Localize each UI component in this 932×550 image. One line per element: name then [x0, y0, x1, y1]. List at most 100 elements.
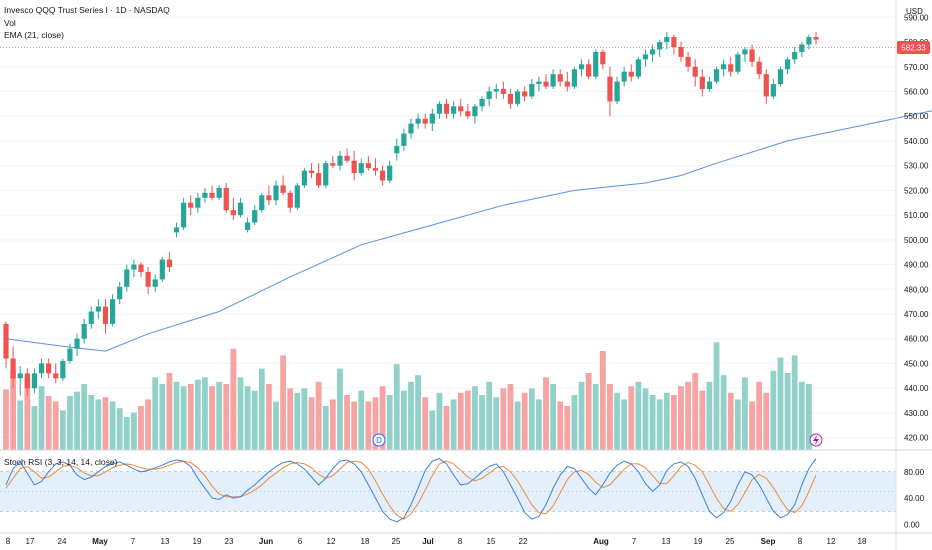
- candle-up: [493, 89, 499, 92]
- price-axis-ticks: 590.00580.00570.00560.00550.00540.00530.…: [904, 13, 929, 442]
- candle-down: [500, 89, 506, 94]
- volume-bar-up: [123, 417, 130, 450]
- candle-up: [74, 338, 80, 349]
- price-tick-label: 430.00: [904, 409, 929, 418]
- candle-down: [379, 170, 386, 181]
- candle-down: [316, 173, 322, 186]
- candlesticks: [3, 32, 819, 396]
- volume-bar-down: [727, 392, 734, 450]
- candle-up: [131, 264, 137, 270]
- volume-bar-down: [138, 406, 144, 450]
- candle-up: [337, 155, 343, 166]
- symbol-title[interactable]: Invesco QQQ Trust Series I · 1D · NASDAQ: [4, 5, 170, 15]
- candle-down: [678, 46, 684, 57]
- volume-bar-up: [74, 391, 80, 450]
- volume-bar-up: [663, 392, 670, 450]
- candle-down: [53, 373, 59, 379]
- volume-bar-down: [351, 401, 358, 450]
- candle-down: [145, 271, 151, 287]
- event-markers[interactable]: D: [372, 433, 823, 447]
- price-tick-label: 460.00: [904, 335, 929, 344]
- stoch-legend[interactable]: Stoch RSI (3, 3, 14, 14, close): [4, 457, 118, 467]
- price-tick-label: 490.00: [904, 261, 929, 270]
- volume-bar-up: [415, 375, 422, 450]
- candle-up: [408, 123, 414, 134]
- volume-bar-up: [180, 386, 187, 450]
- candle-up: [713, 69, 720, 82]
- volume-bar-up: [514, 401, 521, 450]
- candle-down: [102, 306, 109, 324]
- volume-bar-up: [152, 377, 159, 450]
- volume-bar-up: [59, 410, 66, 450]
- candle-down: [671, 37, 677, 47]
- candle-up: [436, 103, 443, 114]
- candle-up: [536, 81, 542, 85]
- volume-bar-down: [692, 373, 699, 450]
- volume-bar-down: [230, 348, 237, 450]
- candle-down: [351, 160, 357, 174]
- candle-down: [443, 103, 450, 114]
- volume-bar-down: [557, 401, 564, 450]
- volume-bar-down: [166, 373, 173, 450]
- candle-down: [422, 118, 428, 124]
- ema-legend[interactable]: EMA (21, close): [4, 30, 64, 40]
- dividend-marker[interactable]: [372, 433, 386, 447]
- volume-legend[interactable]: Vol: [4, 18, 16, 28]
- volume-bar-down: [3, 389, 9, 450]
- volume-bar-down: [763, 392, 770, 450]
- volume-bar-down: [287, 388, 294, 450]
- candle-up: [635, 59, 641, 77]
- candle-up: [394, 145, 400, 154]
- time-tick-label: 13: [662, 537, 671, 546]
- volume-bar-up: [159, 384, 166, 450]
- candle-down: [628, 71, 634, 77]
- candle-up: [614, 81, 620, 102]
- volume-bar-up: [322, 406, 329, 450]
- candle-up: [202, 192, 208, 198]
- volume-bar-up: [17, 400, 24, 450]
- volume-bar-down: [315, 381, 322, 450]
- candle-up: [88, 311, 94, 324]
- price-tick-label: 560.00: [904, 87, 929, 96]
- volume-bar-up: [408, 381, 414, 450]
- volume-bar-up: [301, 388, 308, 450]
- candle-up: [706, 81, 713, 90]
- volume-bar-up: [621, 399, 628, 450]
- volume-bar-down: [443, 406, 450, 450]
- candle-up: [550, 74, 556, 87]
- currency-label: USD: [906, 7, 923, 16]
- candle-up: [237, 202, 244, 216]
- time-tick-label: May: [92, 537, 108, 546]
- volume-bar-up: [713, 342, 720, 450]
- volume-bar-up: [450, 399, 457, 450]
- volume-bar-up: [635, 381, 642, 450]
- volume-bar-down: [585, 373, 592, 450]
- candle-up: [486, 91, 492, 99]
- candle-down: [24, 373, 30, 389]
- volume-bar-up: [791, 355, 798, 450]
- candle-up: [259, 195, 265, 211]
- volume-bar-up: [784, 373, 791, 450]
- candle-down: [330, 163, 336, 166]
- volume-bar-down: [329, 399, 336, 450]
- candle-down: [223, 187, 229, 211]
- candle-down: [507, 93, 514, 104]
- volume-bar-down: [379, 386, 386, 450]
- candle-down: [692, 66, 698, 77]
- candle-down: [46, 363, 52, 374]
- volume-bar-up: [258, 368, 265, 450]
- volume-bar-up: [720, 375, 727, 450]
- candle-up: [81, 323, 87, 339]
- time-axis-labels: 8 17 24 May 7 13 19 23 Jun 6 12 18 25 Jul 8 15 22 Aug 7 13 1…: [6, 537, 867, 546]
- candle-up: [387, 165, 393, 181]
- candle-up: [472, 106, 478, 117]
- candle-up: [777, 69, 784, 85]
- time-tick-label: 12: [327, 537, 336, 546]
- volume-bar-down: [685, 381, 692, 450]
- volume-bar-down: [464, 390, 471, 450]
- candle-up: [451, 106, 457, 114]
- candle-down: [564, 81, 570, 87]
- volume-bar-up: [706, 381, 713, 450]
- candle-up: [173, 227, 180, 233]
